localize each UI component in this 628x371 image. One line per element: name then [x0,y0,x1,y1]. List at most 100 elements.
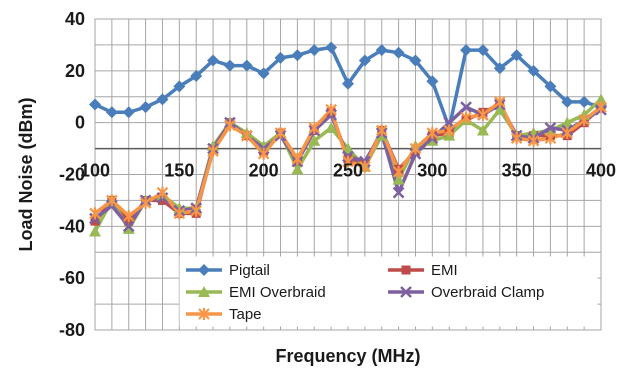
data-point-tape [122,209,135,222]
legend: Pigtail EMI EMI Overbraid Overbraid Clamp Ta… [179,256,598,327]
y-tick-label: 0 [75,113,85,133]
legend-marker-emi-overbraid [198,286,210,297]
data-point-pigtail [578,95,591,108]
data-point-overbraid-clamp [460,101,472,114]
data-point-emi-overbraid [308,134,321,146]
legend-label-emi: EMI [431,262,458,279]
y-axis-title: Load Noise (dBm) [16,97,36,251]
data-point-tape [409,142,422,155]
data-point-tape [595,101,607,114]
data-point-tape [510,132,523,145]
legend-label-tape: Tape [229,306,262,323]
data-point-tape [359,160,371,173]
data-point-emi-overbraid [89,225,101,237]
data-point-pigtail [342,77,354,90]
data-point-tape [578,114,590,127]
data-point-tape [224,119,236,132]
data-point-tape [190,204,202,217]
data-point-pigtail [460,44,473,57]
x-tick-label: 300 [417,161,447,181]
data-point-overbraid-clamp [544,121,557,134]
data-point-tape [106,194,118,207]
data-point-tape [342,155,354,168]
y-tick-label: 20 [65,61,85,81]
y-tick-label: -80 [59,320,85,340]
data-point-overbraid-clamp [122,220,135,233]
data-point-pigtail [527,64,540,77]
data-point-pigtail [426,75,439,88]
data-point-tape [392,165,405,178]
x-tick-label: 100 [80,161,110,181]
data-point-pigtail [89,98,101,111]
data-point-tape [561,127,574,140]
legend-marker-tape [198,308,210,320]
data-point-emi-overbraid [595,93,607,105]
data-point-tape [274,127,287,140]
x-axis-title: Frequency (MHz) [275,346,420,366]
legend-label-overbraid-clamp: Overbraid Clamp [431,284,544,301]
data-point-pigtail [139,101,152,114]
data-point-pigtail [409,54,422,67]
data-point-pigtail [325,41,338,54]
data-point-overbraid-clamp [392,186,405,199]
y-tick-label: -40 [59,216,85,236]
data-point-pigtail [190,70,203,83]
data-point-emi-overbraid [325,121,338,133]
legend-label-emi-overbraid: EMI Overbraid [229,284,326,301]
data-point-emi-overbraid [493,103,506,115]
data-point-emi-overbraid [561,116,574,128]
data-point-tape [443,124,455,137]
data-point-pigtail [207,54,220,67]
data-point-tape [139,197,152,210]
data-point-pigtail [291,49,304,62]
data-point-emi [157,195,167,205]
x-tick-label: 150 [164,161,194,181]
data-point-tape [325,103,337,116]
data-point-pigtail [561,95,574,108]
data-point-pigtail [223,59,236,72]
data-point-pigtail [257,67,270,80]
data-point-pigtail [156,93,169,106]
data-point-emi-overbraid [291,163,304,175]
x-tick-label: 250 [333,161,363,181]
data-point-pigtail [493,62,506,75]
legend-marker-overbraid-clamp [400,286,412,298]
data-point-tape [89,207,101,220]
data-point-tape [460,111,472,124]
data-point-tape [308,121,321,134]
data-point-pigtail [105,106,118,119]
data-point-emi-overbraid [392,173,405,185]
data-point-tape [241,129,253,142]
data-point-pigtail [308,44,321,57]
data-point-pigtail [476,44,489,57]
data-point-tape [156,186,169,199]
data-point-pigtail [392,46,405,59]
data-point-pigtail [544,80,557,93]
data-point-emi-overbraid [257,139,270,151]
data-point-pigtail [122,106,135,119]
data-point-pigtail [510,49,523,62]
data-point-tape [527,134,540,147]
data-point-pigtail [358,54,371,67]
data-point-emi-overbraid [122,222,135,234]
data-point-tape [375,124,388,137]
data-point-emi-overbraid [476,124,489,136]
y-tick-label: -60 [59,268,85,288]
series-markers [89,41,607,237]
data-point-tape [544,132,557,145]
legend-label-pigtail: Pigtail [229,262,270,279]
data-point-tape [257,147,270,160]
data-point-emi-overbraid [342,142,354,154]
data-point-tape [173,207,186,220]
data-point-pigtail [375,44,388,57]
legend-marker-pigtail [198,264,210,276]
x-tick-label: 350 [502,161,532,181]
y-tick-label: -20 [59,165,85,185]
x-tick-label: 400 [586,161,616,181]
data-point-pigtail [173,80,186,93]
data-point-emi-overbraid [426,134,439,146]
data-point-pigtail [274,51,287,64]
data-point-tape [426,127,439,140]
data-point-pigtail [240,59,253,72]
